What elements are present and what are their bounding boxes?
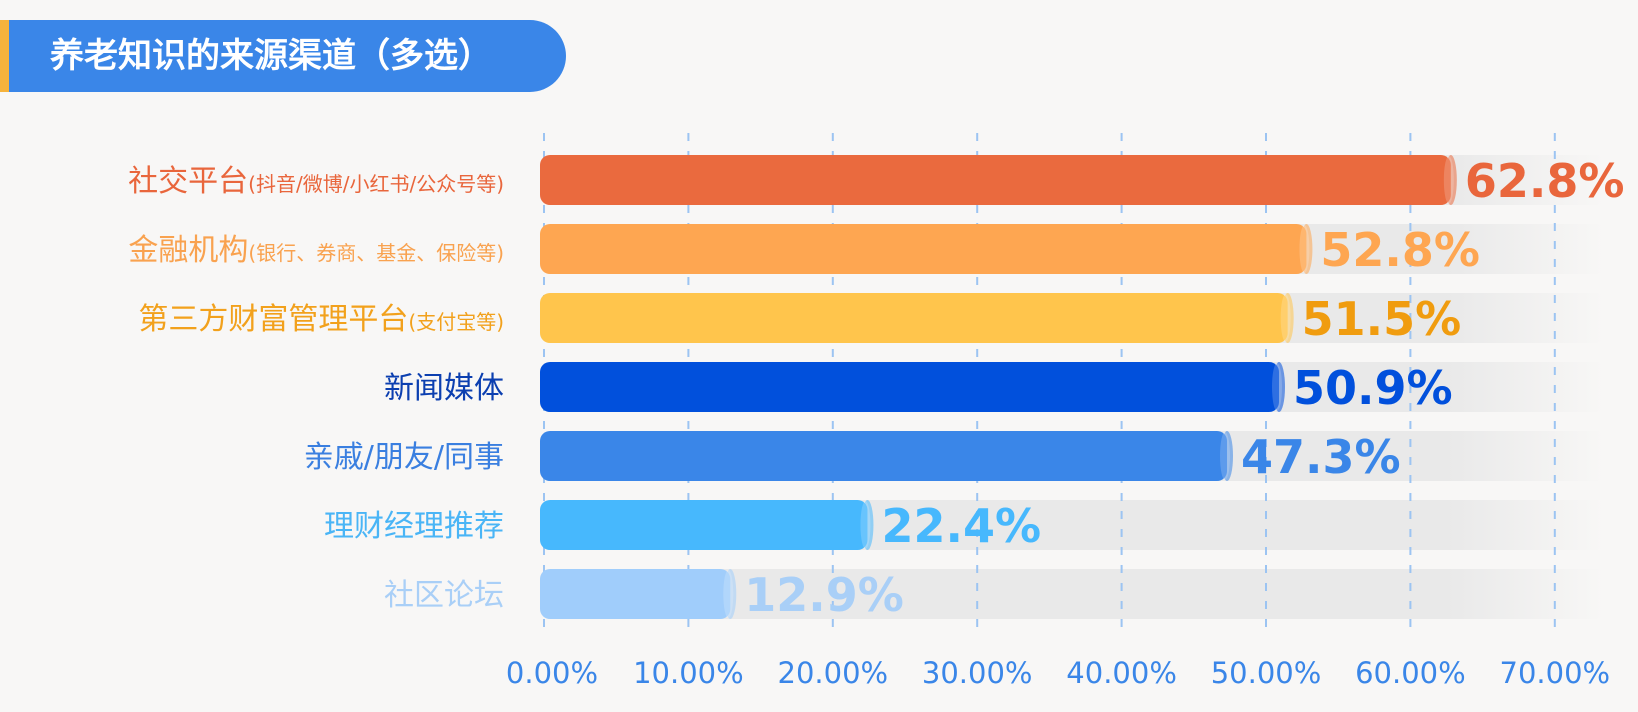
x-tick-label: 60.00%: [1355, 656, 1466, 690]
title-accent-stripe: [0, 20, 9, 92]
bar-value-label: 22.4%: [881, 499, 1041, 553]
category-label: 金融机构(银行、券商、基金、保险等): [128, 233, 504, 268]
bar: [540, 293, 1288, 343]
category-label: 新闻媒体: [384, 371, 504, 406]
bar-cap: [1272, 362, 1285, 412]
bar: [540, 569, 731, 619]
bar-cap-highlight: [1220, 432, 1231, 480]
bar-cap: [1300, 224, 1313, 274]
bar-value-label: 47.3%: [1241, 430, 1401, 484]
bar-value-label: 52.8%: [1320, 223, 1480, 277]
category-label-main: 第三方财富管理平台: [138, 302, 408, 337]
category-label-main: 社交平台: [128, 164, 248, 199]
bar-cap: [1221, 431, 1234, 481]
bar-cap-highlight: [860, 501, 871, 549]
bar-cap-highlight: [723, 570, 734, 618]
x-tick-label: 10.00%: [633, 656, 744, 690]
category-label: 亲戚/朋友/同事: [304, 440, 504, 475]
x-tick-label: 30.00%: [922, 656, 1033, 690]
x-tick-label: 0.00%: [506, 656, 598, 690]
category-label-main: 社区论坛: [384, 578, 504, 613]
category-label-main: 金融机构: [128, 233, 248, 268]
category-label: 社区论坛: [384, 578, 504, 613]
category-label-sub: (银行、券商、基金、保险等): [248, 241, 504, 265]
category-label-main: 亲戚/朋友/同事: [304, 440, 504, 475]
title-banner: [0, 20, 566, 92]
category-label: 理财经理推荐: [324, 509, 504, 544]
category-label-main: 新闻媒体: [384, 371, 504, 406]
x-tick-label: 40.00%: [1066, 656, 1177, 690]
category-label-main: 理财经理推荐: [324, 509, 504, 544]
bar: [540, 155, 1451, 205]
bar-cap-highlight: [1443, 156, 1454, 204]
bar-cap-highlight: [1280, 294, 1291, 342]
bar-cap-highlight: [1271, 363, 1282, 411]
chart-title: 养老知识的来源渠道（多选）: [50, 36, 492, 76]
category-label: 社交平台(抖音/微博/小红书/公众号等): [128, 164, 504, 199]
bar-track: [544, 569, 1605, 619]
bar-cap: [861, 500, 874, 550]
category-label-sub: (抖音/微博/小红书/公众号等): [248, 172, 504, 196]
bar: [540, 224, 1307, 274]
x-tick-label: 20.00%: [778, 656, 889, 690]
bar: [540, 431, 1228, 481]
bar-cap: [1444, 155, 1457, 205]
bar-value-label: 50.9%: [1293, 361, 1453, 415]
bar-value-label: 12.9%: [744, 568, 904, 622]
x-tick-label: 50.00%: [1211, 656, 1322, 690]
bar-value-label: 62.8%: [1465, 154, 1625, 208]
bar: [540, 362, 1279, 412]
category-label: 第三方财富管理平台(支付宝等): [138, 302, 504, 337]
bar-cap: [1281, 293, 1294, 343]
bar-cap-highlight: [1299, 225, 1310, 273]
x-tick-label: 70.00%: [1500, 656, 1611, 690]
category-label-sub: (支付宝等): [408, 310, 504, 334]
bar: [540, 500, 868, 550]
bar-value-label: 51.5%: [1302, 292, 1462, 346]
bar-cap: [724, 569, 737, 619]
